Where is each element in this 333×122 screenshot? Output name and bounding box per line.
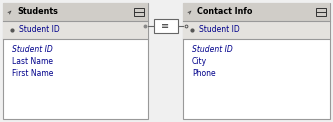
Bar	[316, 8, 326, 16]
Bar	[183, 3, 330, 21]
Text: Student ID: Student ID	[19, 25, 60, 35]
Text: Contact Info: Contact Info	[197, 7, 252, 16]
Bar	[134, 8, 144, 16]
Text: First Name: First Name	[12, 68, 53, 77]
Bar	[183, 21, 330, 39]
Text: Last Name: Last Name	[12, 56, 53, 66]
Text: Student ID: Student ID	[199, 25, 240, 35]
Text: Student ID: Student ID	[192, 45, 233, 54]
Text: ≡: ≡	[162, 21, 169, 31]
Bar	[3, 3, 148, 21]
Bar	[3, 3, 148, 119]
Bar	[154, 19, 177, 33]
Text: Students: Students	[17, 7, 58, 16]
Text: Student ID: Student ID	[12, 45, 53, 54]
Text: Phone: Phone	[192, 68, 216, 77]
Bar	[3, 21, 148, 39]
Text: City: City	[192, 56, 207, 66]
Bar	[183, 3, 330, 119]
